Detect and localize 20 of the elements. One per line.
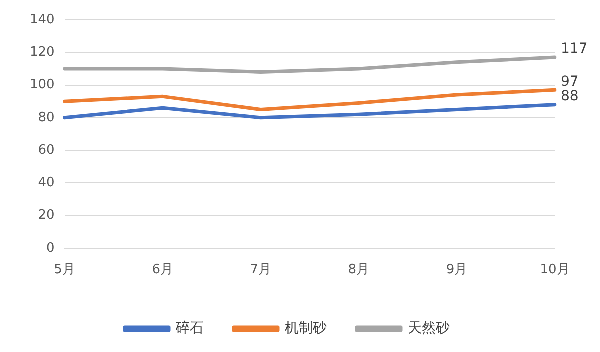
data-label: 88: [561, 88, 579, 104]
legend-label: 机制砂: [285, 320, 327, 337]
y-tick-label: 40: [38, 176, 55, 191]
x-tick-label: 9月: [446, 262, 468, 278]
x-tick-label: 5月: [54, 262, 76, 278]
y-tick-label: 80: [38, 110, 55, 126]
x-tick-label: 7月: [250, 262, 272, 278]
y-tick-label: 140: [30, 12, 55, 28]
y-tick-label: 20: [38, 208, 55, 224]
legend-label: 天然砂: [408, 320, 450, 337]
legend-label: 碎石: [175, 320, 204, 337]
x-tick-label: 8月: [348, 262, 370, 278]
x-tick-label: 10月: [540, 262, 570, 278]
data-label: 117: [561, 41, 588, 58]
y-tick-label: 60: [38, 142, 55, 158]
y-tick-label: 0: [46, 240, 55, 256]
x-tick-label: 6月: [152, 262, 174, 278]
data-label: 97: [561, 74, 579, 90]
y-tick-label: 100: [30, 78, 55, 93]
y-tick-label: 120: [30, 45, 55, 60]
